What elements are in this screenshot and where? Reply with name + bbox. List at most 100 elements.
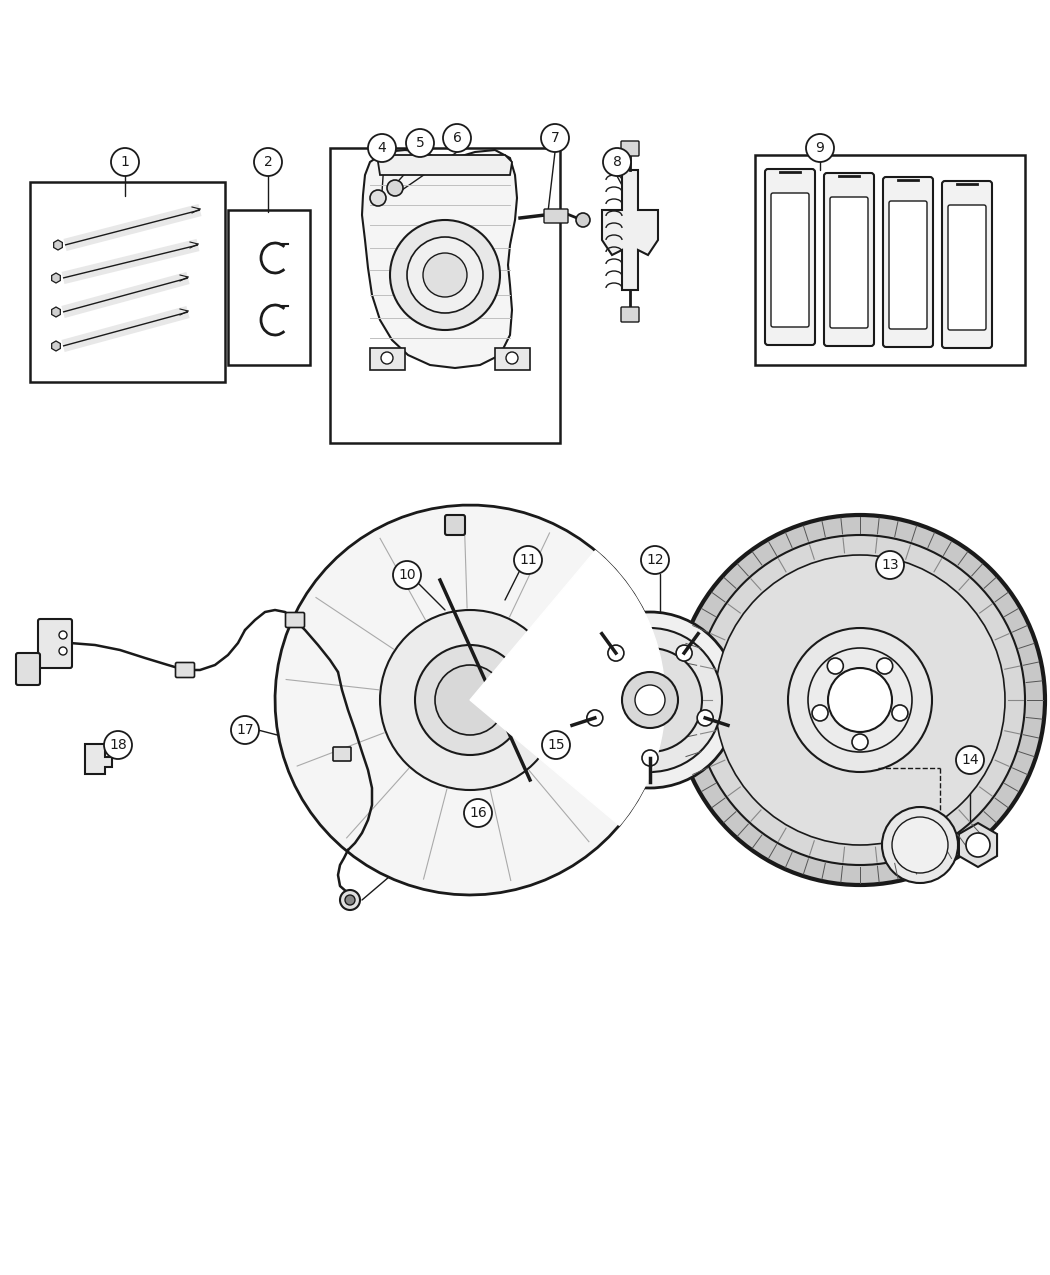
Circle shape bbox=[892, 817, 948, 873]
Circle shape bbox=[876, 551, 904, 579]
FancyBboxPatch shape bbox=[771, 193, 808, 326]
Circle shape bbox=[514, 546, 542, 574]
FancyBboxPatch shape bbox=[889, 201, 927, 329]
Polygon shape bbox=[362, 150, 517, 368]
Text: 2: 2 bbox=[264, 156, 272, 170]
Text: 14: 14 bbox=[961, 754, 979, 768]
Circle shape bbox=[695, 536, 1025, 864]
Circle shape bbox=[603, 148, 631, 176]
Circle shape bbox=[891, 705, 908, 720]
Circle shape bbox=[435, 666, 505, 734]
Circle shape bbox=[340, 890, 360, 910]
Circle shape bbox=[370, 190, 386, 207]
Circle shape bbox=[368, 134, 396, 162]
FancyBboxPatch shape bbox=[333, 747, 351, 761]
Circle shape bbox=[640, 546, 669, 574]
Text: 1: 1 bbox=[121, 156, 129, 170]
Circle shape bbox=[966, 833, 990, 857]
Circle shape bbox=[542, 731, 570, 759]
FancyBboxPatch shape bbox=[948, 205, 986, 330]
Circle shape bbox=[443, 124, 471, 152]
Bar bbox=[228, 210, 310, 365]
Bar bbox=[495, 348, 530, 370]
Text: 5: 5 bbox=[416, 136, 424, 150]
Circle shape bbox=[808, 648, 912, 752]
Bar bbox=[330, 148, 560, 442]
Circle shape bbox=[59, 646, 67, 655]
Circle shape bbox=[381, 352, 393, 363]
FancyBboxPatch shape bbox=[621, 142, 639, 156]
Circle shape bbox=[642, 750, 658, 766]
Circle shape bbox=[111, 148, 139, 176]
Circle shape bbox=[423, 252, 467, 297]
Text: 11: 11 bbox=[519, 553, 537, 567]
Circle shape bbox=[541, 124, 569, 152]
FancyBboxPatch shape bbox=[286, 612, 304, 627]
Circle shape bbox=[254, 148, 282, 176]
Circle shape bbox=[806, 134, 834, 162]
Text: 8: 8 bbox=[612, 156, 622, 170]
Circle shape bbox=[675, 515, 1045, 885]
Circle shape bbox=[827, 658, 843, 674]
Text: 6: 6 bbox=[453, 131, 461, 145]
Circle shape bbox=[587, 710, 603, 725]
Bar bbox=[755, 156, 1025, 365]
Circle shape bbox=[882, 807, 958, 884]
Circle shape bbox=[788, 629, 932, 771]
FancyBboxPatch shape bbox=[942, 181, 992, 348]
Circle shape bbox=[231, 717, 259, 745]
Circle shape bbox=[576, 213, 590, 227]
Bar bbox=[30, 182, 225, 382]
Text: 4: 4 bbox=[378, 142, 386, 156]
Circle shape bbox=[345, 895, 355, 905]
FancyBboxPatch shape bbox=[38, 618, 72, 668]
Text: 17: 17 bbox=[236, 723, 254, 737]
FancyBboxPatch shape bbox=[621, 307, 639, 323]
Polygon shape bbox=[959, 822, 998, 867]
Circle shape bbox=[562, 612, 738, 788]
Polygon shape bbox=[54, 240, 62, 250]
Circle shape bbox=[697, 710, 713, 725]
FancyBboxPatch shape bbox=[883, 177, 933, 347]
Circle shape bbox=[59, 631, 67, 639]
Text: 10: 10 bbox=[398, 567, 416, 581]
Text: 7: 7 bbox=[550, 131, 560, 145]
Circle shape bbox=[407, 237, 483, 312]
Text: 18: 18 bbox=[109, 738, 127, 752]
Circle shape bbox=[635, 685, 665, 715]
Polygon shape bbox=[275, 505, 665, 895]
Circle shape bbox=[104, 731, 132, 759]
Polygon shape bbox=[85, 745, 112, 774]
Text: 13: 13 bbox=[881, 558, 899, 572]
Circle shape bbox=[415, 645, 525, 755]
Circle shape bbox=[828, 668, 892, 732]
Circle shape bbox=[598, 648, 702, 752]
Text: 15: 15 bbox=[547, 738, 565, 752]
Circle shape bbox=[956, 746, 984, 774]
Circle shape bbox=[406, 129, 434, 157]
Circle shape bbox=[812, 705, 828, 720]
Polygon shape bbox=[602, 170, 658, 289]
Text: 9: 9 bbox=[816, 142, 824, 156]
Circle shape bbox=[393, 561, 421, 589]
FancyBboxPatch shape bbox=[765, 170, 815, 346]
Polygon shape bbox=[51, 307, 60, 317]
Circle shape bbox=[715, 555, 1005, 845]
Circle shape bbox=[578, 629, 722, 771]
FancyBboxPatch shape bbox=[175, 663, 194, 677]
FancyBboxPatch shape bbox=[824, 173, 874, 346]
Wedge shape bbox=[470, 551, 665, 825]
Circle shape bbox=[506, 352, 518, 363]
FancyBboxPatch shape bbox=[445, 515, 465, 536]
FancyBboxPatch shape bbox=[544, 209, 568, 223]
Circle shape bbox=[622, 672, 678, 728]
FancyBboxPatch shape bbox=[16, 653, 40, 685]
Circle shape bbox=[464, 799, 492, 827]
Circle shape bbox=[387, 180, 403, 196]
FancyBboxPatch shape bbox=[830, 198, 868, 328]
Polygon shape bbox=[51, 273, 60, 283]
Circle shape bbox=[608, 645, 624, 660]
Polygon shape bbox=[378, 156, 512, 175]
Circle shape bbox=[390, 221, 500, 330]
Polygon shape bbox=[51, 340, 60, 351]
